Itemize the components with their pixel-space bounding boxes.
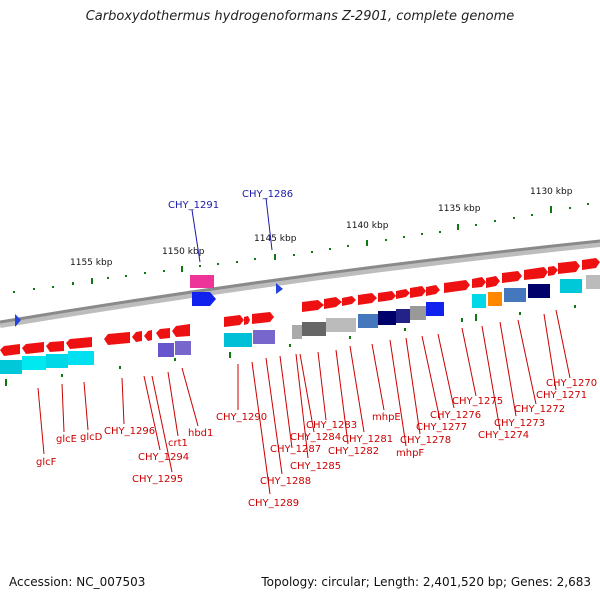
forward-gene-boxes [224, 275, 600, 347]
gene-label-chy-1287: CHY_1287 [270, 444, 321, 455]
tick-label-1140: 1140 kbp [346, 221, 389, 231]
gene-label-chy-1277: CHY_1277 [416, 422, 467, 433]
tick-label-1155: 1155 kbp [70, 258, 113, 268]
accession-text: Accession: NC_007503 [9, 575, 146, 589]
gene-label-hbd1: hbd1 [188, 428, 213, 439]
label-leaders-blue [191, 197, 273, 263]
gene-label-chy-1283: CHY_1283 [306, 420, 357, 431]
map-title: Carboxydothermus hydrogenoformans Z-2901… [85, 9, 515, 24]
gene-label-chy-1282: CHY_1282 [328, 446, 379, 457]
gene-label-chy-1285: CHY_1285 [290, 461, 341, 472]
rna-feature-1291-pink [190, 275, 214, 288]
gene-label-chy-1272: CHY_1272 [514, 404, 565, 415]
gene-label-glcd: glcD [80, 432, 103, 443]
gene-label-chy-1295: CHY_1295 [132, 474, 183, 485]
gene-label-crt1: crt1 [168, 438, 188, 449]
gene-label-chy-1290: CHY_1290 [216, 412, 267, 423]
inner-tick-ring [5, 305, 576, 386]
topology-text: Topology: circular; Length: 2,401,520 bp… [261, 575, 591, 589]
gene-label-chy-1275: CHY_1275 [452, 396, 503, 407]
backbone-shadow [0, 241, 600, 328]
gene-label-chy-1270: CHY_1270 [546, 378, 597, 389]
genome-backbone [0, 239, 600, 324]
gene-label-mhpf: mhpF [396, 448, 424, 459]
gene-label-chy-1276: CHY_1276 [430, 410, 481, 421]
gene-label-chy-1291: CHY_1291 [168, 200, 219, 211]
reverse-genes [0, 324, 190, 356]
label-leaders [37, 309, 571, 495]
reverse-gene-boxes [0, 341, 191, 374]
rna-marker-left [15, 314, 21, 327]
gene-label-glce: glcE [56, 434, 77, 445]
gene-label-chy-1274: CHY_1274 [478, 430, 529, 441]
gene-label-mhpe: mhpE [372, 412, 401, 423]
gene-label-chy-1271: CHY_1271 [536, 390, 587, 401]
tick-label-1135: 1135 kbp [438, 204, 481, 214]
rna-feature-1291-blue [192, 292, 216, 306]
tick-label-1130: 1130 kbp [530, 187, 573, 197]
forward-genes [224, 258, 600, 327]
gene-label-chy-1273: CHY_1273 [494, 418, 545, 429]
gene-label-glcf: glcF [36, 457, 57, 468]
gene-label-chy-1284: CHY_1284 [290, 432, 341, 443]
gene-label-chy-1296: CHY_1296 [104, 426, 155, 437]
gene-label-chy-1281: CHY_1281 [342, 434, 393, 445]
gene-label-chy-1289: CHY_1289 [248, 498, 299, 509]
gene-label-chy-1278: CHY_1278 [400, 435, 451, 446]
tick-ring [13, 203, 589, 293]
gene-label-chy-1294: CHY_1294 [138, 452, 189, 463]
rna-marker-1286 [276, 283, 283, 294]
tick-label-1145: 1145 kbp [254, 234, 297, 244]
gene-label-chy-1286: CHY_1286 [242, 189, 293, 200]
tick-label-1150: 1150 kbp [162, 247, 205, 257]
gene-label-chy-1288: CHY_1288 [260, 476, 311, 487]
